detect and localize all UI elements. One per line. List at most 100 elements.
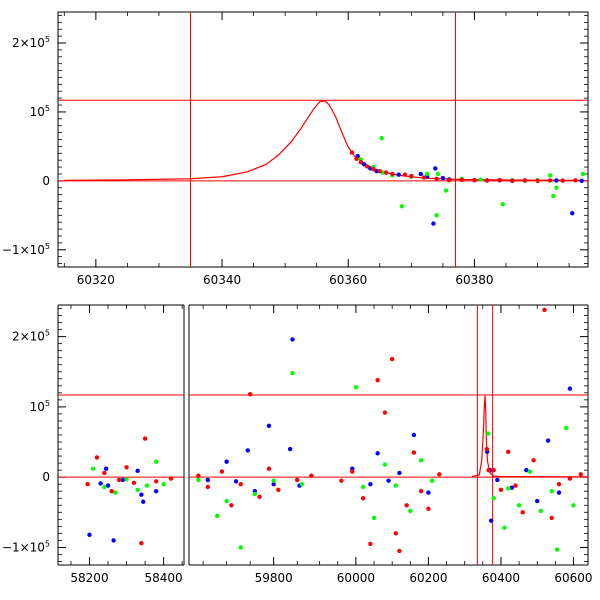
data-point	[224, 498, 229, 504]
data-point	[580, 171, 586, 177]
data-point	[382, 410, 388, 415]
data-point	[478, 177, 483, 182]
x-tick-label: 60600	[554, 571, 592, 585]
data-point	[87, 532, 92, 537]
data-point	[196, 477, 201, 483]
data-point	[141, 499, 146, 504]
model-curve	[64, 100, 582, 181]
y-tick-label: 105	[30, 104, 50, 119]
data-point	[361, 162, 367, 167]
data-point	[579, 178, 584, 184]
data-point	[360, 484, 366, 490]
data-point	[247, 392, 253, 397]
data-point	[287, 446, 293, 452]
data-point	[396, 172, 401, 177]
data-point	[399, 204, 405, 209]
data-point	[491, 496, 496, 501]
data-point	[408, 508, 413, 514]
data-point	[520, 510, 525, 515]
data-point	[411, 432, 417, 438]
x-tick-label: 58200	[70, 571, 108, 585]
data-point	[109, 489, 114, 494]
data-point	[354, 156, 359, 161]
data-point	[371, 515, 377, 521]
data-point	[350, 469, 355, 474]
data-point	[547, 173, 553, 178]
data-point	[349, 150, 355, 155]
data-point	[116, 477, 122, 483]
data-point	[549, 515, 554, 521]
data-point	[437, 472, 442, 477]
data-point	[238, 545, 243, 550]
data-point	[513, 483, 518, 488]
data-point	[120, 477, 126, 483]
data-point	[135, 468, 140, 474]
data-point	[135, 487, 140, 493]
data-point	[488, 518, 494, 523]
data-point	[271, 478, 276, 483]
data-point	[431, 221, 436, 226]
x-tick-label: 60000	[337, 571, 375, 585]
data-point	[397, 470, 402, 476]
data-point	[440, 175, 446, 181]
data-point	[389, 356, 395, 362]
data-point	[570, 211, 575, 216]
data-point	[144, 483, 150, 488]
data-point	[434, 213, 439, 218]
y-tick-label: 0	[42, 470, 50, 484]
data-point	[382, 462, 388, 467]
data-point	[411, 450, 417, 455]
x-tick-label: 60200	[409, 571, 447, 585]
data-point	[486, 467, 491, 473]
data-point	[486, 431, 491, 436]
data-point	[524, 467, 529, 473]
y-tick-label: 2×105	[12, 35, 50, 50]
data-point	[397, 548, 402, 554]
data-point	[527, 469, 533, 474]
data-point	[233, 479, 239, 484]
data-point	[578, 472, 583, 477]
data-point	[299, 481, 305, 487]
data-point	[547, 178, 553, 183]
data-point	[271, 481, 276, 487]
data-point	[567, 386, 573, 391]
data-point	[535, 178, 540, 184]
data-point	[257, 494, 262, 500]
data-point	[426, 506, 431, 511]
data-point	[161, 481, 166, 487]
data-point	[252, 491, 258, 497]
data-point	[472, 177, 477, 183]
data-point	[426, 490, 431, 495]
data-point	[102, 470, 107, 476]
x-tick-label: 58400	[145, 571, 183, 585]
data-point	[368, 541, 373, 547]
data-point	[377, 169, 382, 174]
data-point	[510, 178, 515, 183]
y-tick-label: −1×105	[2, 539, 50, 554]
data-point	[205, 477, 211, 483]
data-point	[102, 484, 107, 490]
data-point	[386, 478, 391, 483]
data-point	[446, 177, 452, 183]
data-point	[364, 164, 370, 169]
data-point	[294, 477, 300, 483]
data-point	[522, 178, 528, 183]
data-point	[154, 489, 159, 494]
data-point	[139, 541, 144, 546]
data-point	[142, 436, 148, 441]
x-tick-label: 60340	[203, 273, 241, 287]
data-point	[554, 185, 559, 190]
data-point	[105, 483, 111, 488]
data-point	[545, 438, 551, 443]
x-tick-label: 60380	[455, 273, 493, 287]
data-point	[196, 473, 201, 478]
data-point	[94, 455, 100, 460]
data-point	[424, 171, 430, 177]
data-point	[205, 484, 211, 490]
data-point	[383, 170, 389, 175]
data-point	[85, 481, 90, 487]
data-point	[309, 473, 314, 478]
data-point	[393, 483, 398, 488]
data-point	[371, 166, 376, 172]
data-point	[339, 478, 344, 483]
